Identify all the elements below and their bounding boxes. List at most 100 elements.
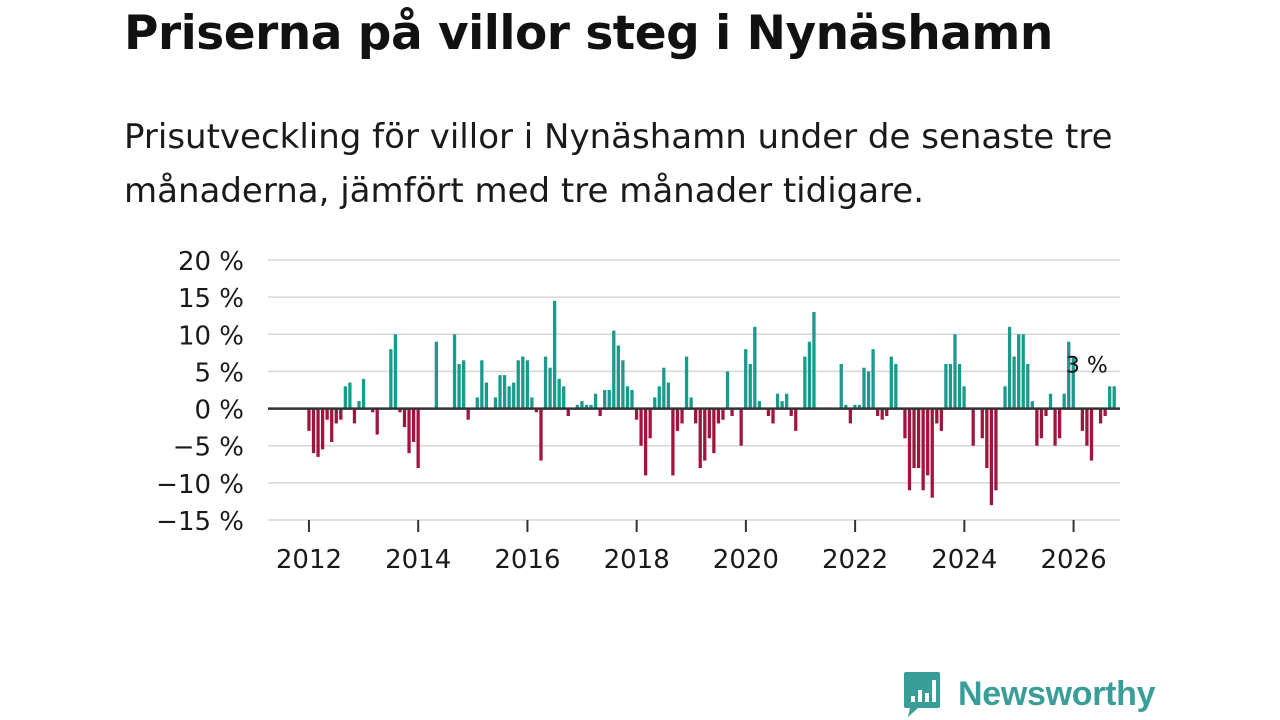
bar xyxy=(530,397,534,409)
bar xyxy=(512,382,516,409)
y-tick-label: 10 % xyxy=(178,321,244,351)
bar xyxy=(1057,408,1062,439)
bar xyxy=(311,408,316,454)
x-tick-label: 2012 xyxy=(276,545,342,575)
bar xyxy=(484,382,489,409)
bar xyxy=(325,408,329,420)
bar xyxy=(320,408,325,450)
bar xyxy=(330,408,334,442)
bar xyxy=(785,393,789,409)
bar xyxy=(562,386,566,409)
bar xyxy=(539,408,543,461)
bar xyxy=(502,375,507,409)
y-tick-label: 20 % xyxy=(178,247,244,277)
bar xyxy=(780,401,784,409)
bar xyxy=(393,334,398,409)
bar xyxy=(757,401,761,409)
bar xyxy=(866,371,871,409)
bar xyxy=(475,397,479,409)
newsworthy-logo: Newsworthy xyxy=(902,670,1156,718)
bar xyxy=(657,386,661,409)
bar xyxy=(371,408,375,413)
bar xyxy=(402,408,407,428)
bar xyxy=(694,408,698,424)
bar xyxy=(534,408,539,413)
bar xyxy=(493,397,498,409)
bar xyxy=(985,408,989,468)
bar xyxy=(462,360,466,409)
bar xyxy=(1067,341,1071,409)
bar xyxy=(953,334,957,409)
bar xyxy=(803,356,807,409)
bar xyxy=(639,408,643,446)
bar xyxy=(753,326,757,409)
bar xyxy=(334,408,338,424)
bar xyxy=(684,356,689,409)
x-tick-label: 2026 xyxy=(1040,545,1106,575)
bar xyxy=(543,356,548,409)
bar xyxy=(766,408,771,416)
bar xyxy=(889,356,893,409)
bar xyxy=(1085,408,1089,446)
y-tick-label: 5 % xyxy=(194,358,244,388)
bar xyxy=(680,408,684,424)
bar xyxy=(671,408,675,476)
bar xyxy=(516,360,520,409)
bar xyxy=(716,408,721,424)
bar xyxy=(525,360,529,409)
bar xyxy=(916,408,921,468)
bar xyxy=(1062,393,1066,409)
bar xyxy=(675,408,680,431)
bar xyxy=(703,408,707,461)
bar xyxy=(1053,408,1057,446)
bar xyxy=(630,390,634,409)
bar xyxy=(789,408,793,416)
bar xyxy=(844,404,848,409)
bar xyxy=(775,393,780,409)
bar xyxy=(552,300,557,409)
bar xyxy=(348,382,352,409)
x-tick-label: 2022 xyxy=(822,545,888,575)
bar xyxy=(725,371,730,409)
bar xyxy=(625,386,630,409)
bar xyxy=(921,408,925,491)
bar xyxy=(862,367,866,409)
bar xyxy=(926,408,930,476)
bar xyxy=(361,378,366,409)
bar xyxy=(794,408,798,431)
bar xyxy=(612,330,616,409)
bar xyxy=(375,408,379,435)
bar xyxy=(698,408,702,468)
bar xyxy=(912,408,916,468)
bar xyxy=(662,367,666,409)
bar xyxy=(452,334,457,409)
bar xyxy=(653,397,657,409)
bar xyxy=(416,408,420,468)
x-tick-label: 2020 xyxy=(713,545,779,575)
bar xyxy=(521,356,525,409)
bar xyxy=(607,390,611,409)
bar xyxy=(871,349,875,409)
bar xyxy=(1007,326,1012,409)
bar xyxy=(580,401,584,409)
bar xyxy=(352,408,357,424)
bar xyxy=(689,397,693,409)
bar xyxy=(812,312,816,409)
bar xyxy=(771,408,775,424)
bar xyxy=(994,408,998,491)
bar xyxy=(621,360,625,409)
bar xyxy=(339,408,343,420)
bar xyxy=(839,364,843,409)
bar xyxy=(1044,408,1048,416)
bar xyxy=(721,408,725,420)
bar xyxy=(857,404,862,409)
bar xyxy=(989,408,994,506)
bar xyxy=(707,408,711,439)
bar xyxy=(1098,408,1103,424)
bar xyxy=(712,408,716,454)
bar xyxy=(1080,408,1085,431)
bar xyxy=(903,408,907,439)
x-tick-label: 2024 xyxy=(931,545,997,575)
bar xyxy=(316,408,320,457)
axes xyxy=(268,407,1120,532)
